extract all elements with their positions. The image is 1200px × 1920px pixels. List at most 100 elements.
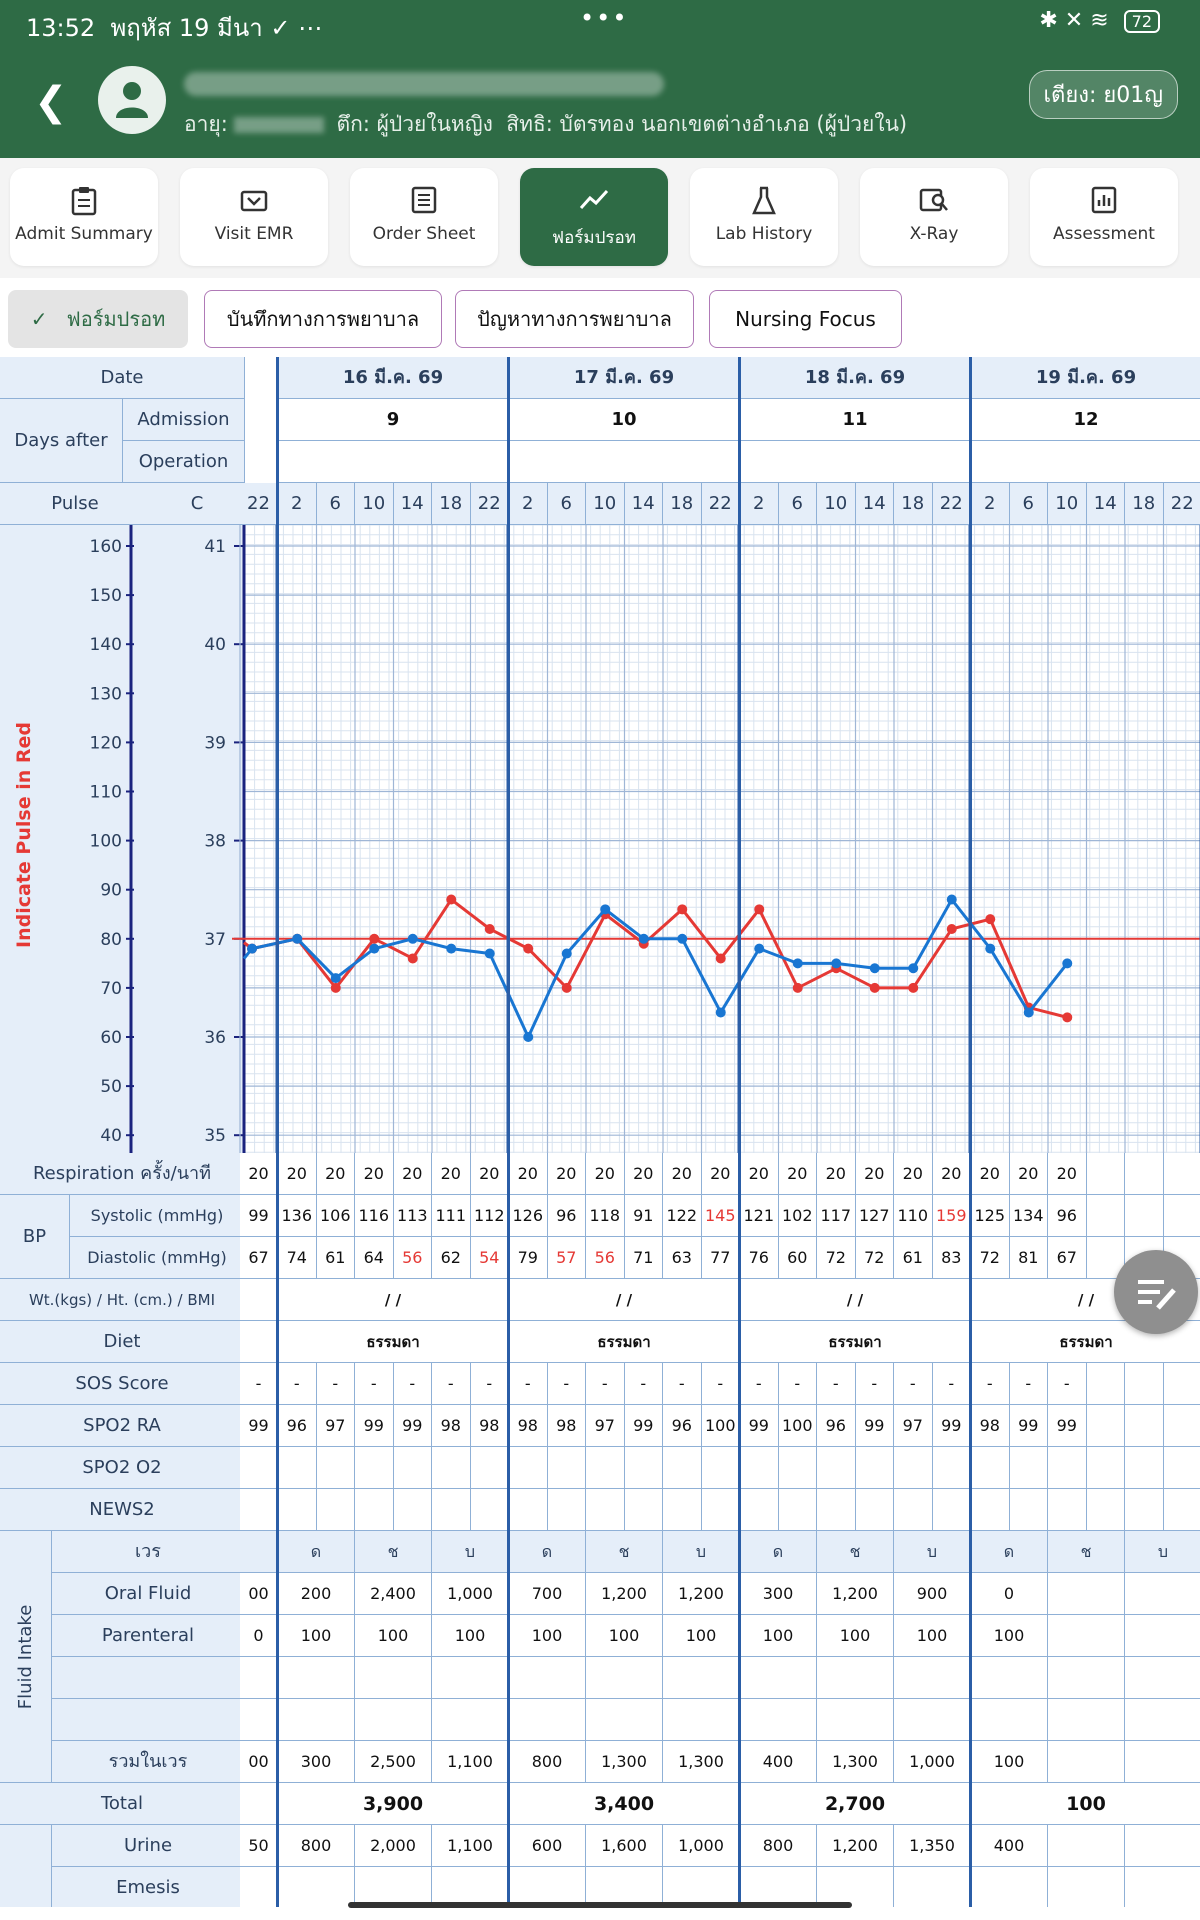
oral-fluid-value: 2,400 xyxy=(355,1573,432,1615)
chip-nursing-record[interactable]: บันทึกทางการพยาบาล xyxy=(204,290,442,348)
spo2-ra-value: 99 xyxy=(624,1405,663,1447)
pulse-tick-label: 130 xyxy=(90,684,122,704)
news2-value xyxy=(432,1489,471,1531)
tab-visit-emr[interactable]: Visit EMR xyxy=(180,168,328,266)
chip-nursing-problems[interactable]: ปัญหาทางการพยาบาล xyxy=(455,290,694,348)
edit-note-button[interactable] xyxy=(1114,1250,1198,1334)
urine-value xyxy=(1048,1825,1125,1867)
tab-assessment[interactable]: Assessment xyxy=(1030,168,1178,266)
list-icon xyxy=(411,186,437,214)
tab-temperature-form[interactable]: ฟอร์มปรอท xyxy=(520,168,668,266)
chip-temperature-form[interactable]: ✓ ฟอร์มปรอท xyxy=(8,290,188,348)
spo2-ra-value: 100 xyxy=(778,1405,817,1447)
temp-point xyxy=(600,904,611,915)
diastolic-value: 76 xyxy=(740,1237,779,1279)
tab-x-ray[interactable]: X-Ray xyxy=(860,168,1008,266)
spo2-ra-value: 98 xyxy=(509,1405,548,1447)
oral-fluid-value: 00 xyxy=(240,1573,278,1615)
temp-series-line xyxy=(251,896,1069,1041)
day-operation xyxy=(971,441,1200,483)
spo2-o2-value xyxy=(470,1447,509,1489)
urine-value: 800 xyxy=(278,1825,355,1867)
respiration-value: 20 xyxy=(509,1153,548,1195)
news2-value xyxy=(240,1489,278,1531)
news2-value xyxy=(278,1489,317,1531)
emesis-value xyxy=(740,1867,817,1907)
pulse-point xyxy=(946,923,957,934)
news2-value xyxy=(778,1489,817,1531)
spo2-ra-value: 96 xyxy=(817,1405,856,1447)
tab-admit-summary[interactable]: Admit Summary xyxy=(10,168,158,266)
systolic-value: 112 xyxy=(470,1195,509,1237)
emesis-value xyxy=(432,1867,509,1907)
shift-header-value: ด xyxy=(278,1531,355,1573)
systolic-value: 145 xyxy=(701,1195,740,1237)
news2-value xyxy=(932,1489,971,1531)
oral-fluid-value: 300 xyxy=(740,1573,817,1615)
parenteral-value: 100 xyxy=(355,1615,432,1657)
sos-score-value xyxy=(1125,1363,1164,1405)
chip-nursing-focus[interactable]: Nursing Focus xyxy=(709,290,902,348)
urine-value: 1,000 xyxy=(663,1825,740,1867)
hour-3: 10 xyxy=(355,483,394,525)
systolic-value: 126 xyxy=(509,1195,548,1237)
tab-order-sheet[interactable]: Order Sheet xyxy=(350,168,498,266)
sum-in-shift-value: 00 xyxy=(240,1741,278,1783)
respiration-value: 20 xyxy=(547,1153,586,1195)
check-icon: ✓ xyxy=(30,307,48,331)
diastolic-value: 56 xyxy=(586,1237,625,1279)
tab-lab-history[interactable]: Lab History xyxy=(690,168,838,266)
urine-value: 800 xyxy=(740,1825,817,1867)
respiration-value xyxy=(1086,1153,1125,1195)
temp-tick-label: 41 xyxy=(204,537,226,557)
urine-value xyxy=(1125,1825,1200,1867)
blank-row-2-value xyxy=(1048,1699,1125,1741)
spo2-ra-value: 99 xyxy=(1048,1405,1087,1447)
hour-9: 10 xyxy=(586,483,625,525)
oral-fluid-value: 1,200 xyxy=(817,1573,894,1615)
parenteral-value: 100 xyxy=(894,1615,971,1657)
news2-value xyxy=(1086,1489,1125,1531)
blank-row-2-value xyxy=(894,1699,971,1741)
respiration-value: 20 xyxy=(278,1153,317,1195)
sum-in-shift-value: 1,100 xyxy=(432,1741,509,1783)
day-separator xyxy=(969,357,972,1907)
sos-score-value: - xyxy=(470,1363,509,1405)
blank-row-2-value xyxy=(663,1699,740,1741)
spo2-ra-value: 99 xyxy=(932,1405,971,1447)
hour-4: 14 xyxy=(393,483,432,525)
sos-score-label: SOS Score xyxy=(0,1363,245,1405)
diastolic-value: 57 xyxy=(547,1237,586,1279)
status-bar: 13:52 พฤหัส 19 มีนา ✓ ⋯ ••• ✱ ✕ ≋ 72 xyxy=(0,0,1200,46)
systolic-value: 96 xyxy=(1048,1195,1087,1237)
spo2-ra-value xyxy=(1125,1405,1164,1447)
parenteral-label: Parenteral xyxy=(52,1615,245,1657)
day-date: 18 มี.ค. 69 xyxy=(740,357,971,399)
diastolic-value: 61 xyxy=(316,1237,355,1279)
app-header: 13:52 พฤหัส 19 มีนา ✓ ⋯ ••• ✱ ✕ ≋ 72 ❮ อ… xyxy=(0,0,1200,158)
respiration-value: 20 xyxy=(855,1153,894,1195)
shift-header-value: ช xyxy=(817,1531,894,1573)
urine-value: 2,000 xyxy=(355,1825,432,1867)
blank-row-2-value xyxy=(240,1699,278,1741)
shift-header-value: บ xyxy=(894,1531,971,1573)
urine-value: 50 xyxy=(240,1825,278,1867)
news2-value xyxy=(1163,1489,1200,1531)
emesis-value xyxy=(509,1867,586,1907)
hour-15: 10 xyxy=(817,483,856,525)
status-icons: ✱ ✕ ≋ 72 xyxy=(1039,8,1160,33)
temp-point xyxy=(638,933,649,944)
temp-point xyxy=(369,943,380,954)
wt-ht-bmi-value: / / xyxy=(740,1279,971,1321)
sos-score-value: - xyxy=(509,1363,548,1405)
hour-21: 10 xyxy=(1048,483,1087,525)
news2-value xyxy=(1009,1489,1048,1531)
sos-score-value: - xyxy=(971,1363,1010,1405)
news2-value xyxy=(894,1489,933,1531)
shift-header-value xyxy=(240,1531,278,1573)
respiration-value: 20 xyxy=(971,1153,1010,1195)
sum-in-shift-value xyxy=(1125,1741,1200,1783)
pulse-tick-label: 140 xyxy=(90,635,122,655)
back-button[interactable]: ❮ xyxy=(34,79,68,125)
respiration-value: 20 xyxy=(663,1153,702,1195)
